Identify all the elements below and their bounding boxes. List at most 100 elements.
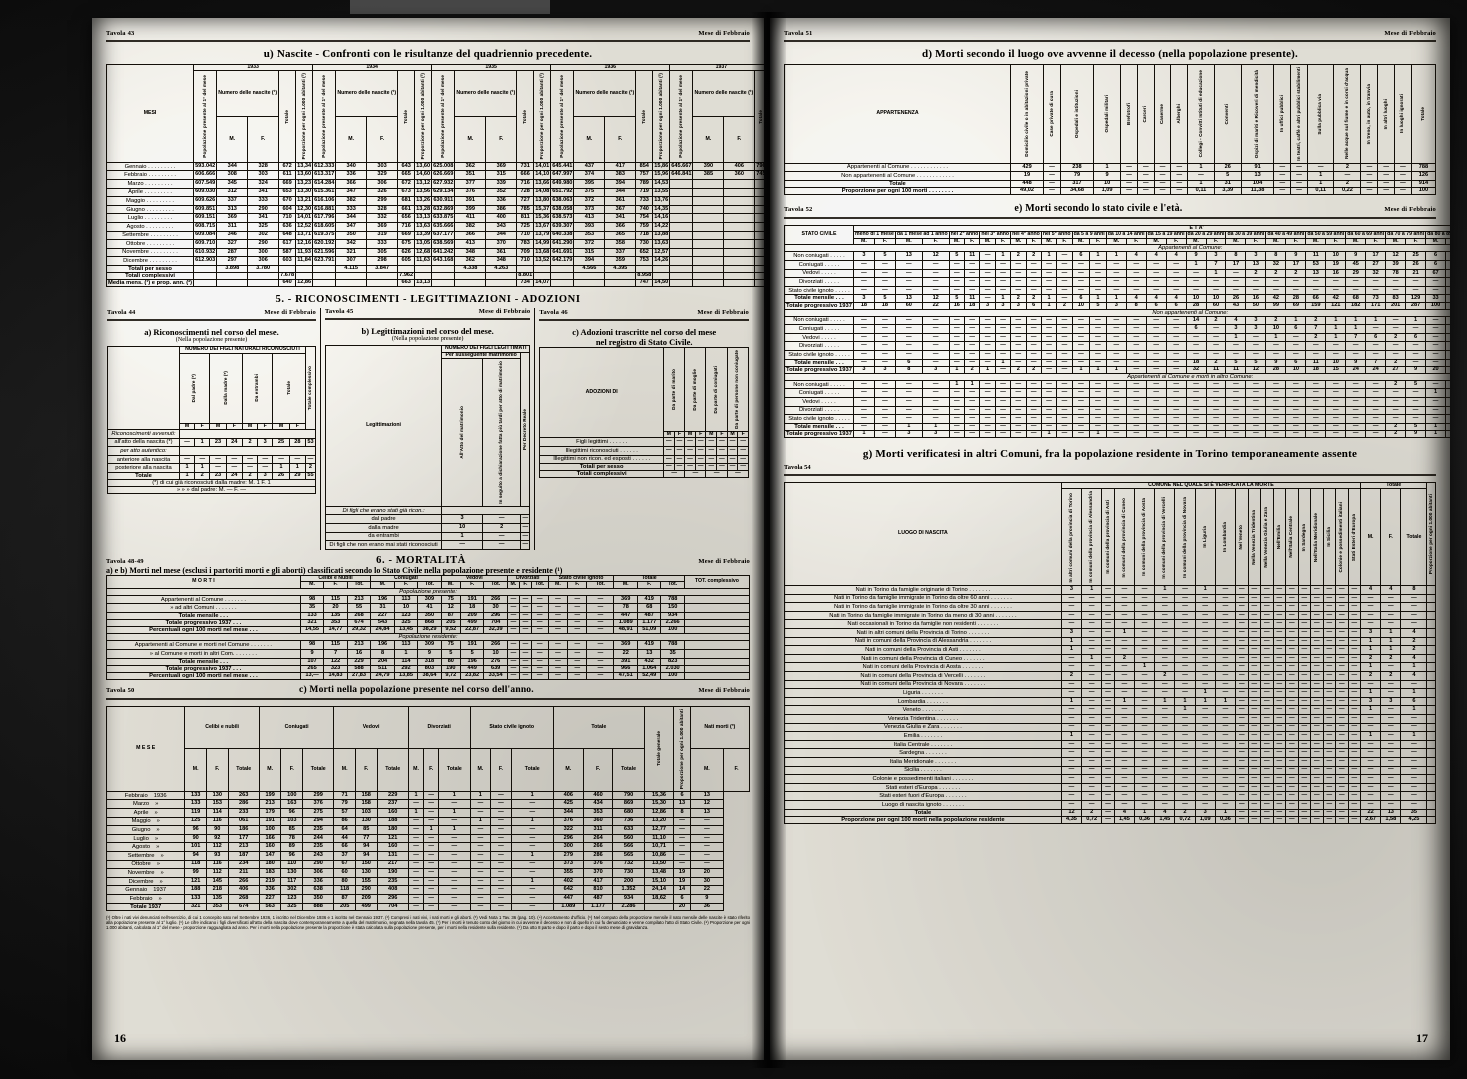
data-cell: 360: [582, 816, 614, 827]
cell: [683, 657, 751, 666]
data-cell: 373: [552, 859, 584, 870]
total-cell: 26: [1225, 294, 1247, 303]
progressive-cell: —: [1071, 429, 1091, 439]
total-cell: —: [423, 902, 440, 911]
block-header-row: Popolazione presente:: [106, 587, 750, 596]
data-cell: —: [1214, 610, 1237, 621]
data-cell: —: [1214, 705, 1237, 715]
data-cell: —: [490, 833, 512, 844]
data-cell: —: [1194, 671, 1216, 681]
total-cell: 3: [1380, 696, 1402, 707]
data-cell: —: [1297, 679, 1311, 690]
data-cell: 12,86: [643, 808, 675, 818]
data-cell: —: [894, 341, 923, 352]
col-popolazione: Popolazione presente al 1° del mese: [669, 70, 694, 163]
col-m: M.: [469, 748, 492, 792]
data-cell: —: [948, 341, 965, 352]
data-cell: —: [1214, 662, 1237, 673]
data-cell: 19: [1325, 260, 1347, 270]
data-cell: —: [1133, 722, 1156, 733]
data-cell: —: [1056, 332, 1073, 343]
data-cell: 759: [635, 221, 654, 232]
data-cell: 85: [354, 825, 378, 835]
rotated-label: Popolazione presente al 1° del mese: [558, 75, 564, 158]
data-cell: —: [1081, 739, 1103, 750]
data-cell: —: [1405, 388, 1427, 399]
total-cell: —: [963, 422, 981, 431]
data-cell: 358: [604, 239, 637, 249]
data-cell: —: [873, 397, 896, 407]
data-cell: —: [1060, 714, 1083, 724]
tavola-50-number: Tavola 50: [106, 686, 135, 694]
year-name: »: [156, 818, 160, 825]
col-tot: Tot.: [660, 581, 685, 589]
month-label: Settembre . . . . . . . . .: [105, 230, 195, 241]
col-da-parte-di-persone-non-coniugate: Da parte di persone non coniugate: [726, 347, 750, 433]
total-cell: 1: [1400, 731, 1428, 741]
data-cell: —: [1365, 324, 1387, 334]
data-cell: [723, 239, 756, 249]
rotated-label: Proporzione per ogni 1.000 abitanti (²): [538, 73, 544, 160]
data-cell: —: [407, 825, 425, 835]
group-stato-civile-ignoto: Stato civile ignoto: [469, 705, 554, 750]
data-cell: 118: [184, 859, 207, 870]
total-cell: —: [1380, 610, 1402, 621]
col-m: M.: [573, 116, 606, 163]
cell: [1426, 653, 1436, 664]
summary-cell: 14,55: [299, 626, 325, 635]
col-proporzione: Proporzione per ogni 1.000 abitanti: [1426, 481, 1436, 587]
data-cell: —: [1260, 662, 1274, 673]
data-cell: —: [1322, 696, 1336, 707]
progressive-cell: 3: [921, 429, 950, 439]
data-cell: 296: [376, 893, 409, 904]
col-f: F.: [205, 748, 229, 792]
data-cell: —: [1040, 350, 1058, 360]
data-cell: 1: [1445, 388, 1450, 399]
total-cell: 2: [241, 472, 259, 481]
cell: [193, 279, 218, 288]
table-row: Nati in Torino da famiglie immigrate in …: [784, 610, 1436, 621]
data-cell: —: [1010, 341, 1027, 352]
table-row: Agosto . . . . . . . . . 608.715 311 325 636…: [105, 221, 764, 232]
data-cell: —: [1297, 585, 1311, 595]
data-cell: 811: [516, 213, 535, 223]
data-cell: 1: [407, 790, 425, 801]
data-cell: 14,35: [652, 204, 671, 215]
col-totale: Totale: [754, 70, 764, 163]
data-cell: 243: [302, 850, 335, 861]
summary-cell: 29,32: [346, 626, 372, 635]
data-cell: 1: [510, 790, 554, 801]
total-cell: —: [873, 422, 896, 431]
data-cell: 560: [612, 833, 645, 844]
col-nell-italia-meridionale: Nell'Italia Meridionale: [1310, 488, 1324, 587]
col-popolazione: Popolazione presente al 1° del mese: [431, 70, 456, 163]
total-cell: —: [1205, 422, 1227, 431]
progressive-cell: 121: [1325, 301, 1347, 310]
data-cell: 341: [247, 187, 280, 198]
rotated-label: In treno, in auto, in tranvia: [1365, 83, 1371, 144]
data-cell: —: [423, 859, 440, 870]
data-cell: —: [1445, 341, 1450, 352]
data-cell: —: [567, 594, 588, 605]
row-label: Italia Centrale . . . . . . .: [784, 739, 1062, 750]
cell: [550, 264, 575, 274]
data-cell: 785: [516, 204, 535, 215]
proportion-cell: —: [1120, 186, 1138, 196]
data-cell: 646.841: [669, 170, 694, 180]
table-row: » ad altri Comuni . . . . . . . 35 20 55 31 1…: [106, 603, 751, 613]
data-cell: —: [852, 332, 875, 343]
data-cell: —: [482, 531, 522, 542]
cell: 734: [516, 279, 535, 288]
data-cell: 101: [184, 842, 207, 852]
data-cell: —: [963, 315, 981, 326]
totals-per-sex-row: Totali per sesso — — — — — — — —: [539, 463, 749, 472]
data-cell: —: [1235, 765, 1249, 776]
data-cell: 1: [510, 816, 554, 827]
data-cell: 160: [376, 808, 409, 818]
data-cell: —: [1165, 285, 1187, 296]
table-tavola-44: NUMERO DEI FIGLI NATURALI RICONOSCIUTI To…: [107, 346, 316, 495]
proportion-row: Proporzione per ogni 100 morti nella pop…: [784, 815, 1436, 824]
data-cell: —: [1272, 696, 1286, 707]
data-cell: 4: [1145, 251, 1167, 262]
rotated-label: Da parte di persone non coniugate: [734, 350, 740, 430]
